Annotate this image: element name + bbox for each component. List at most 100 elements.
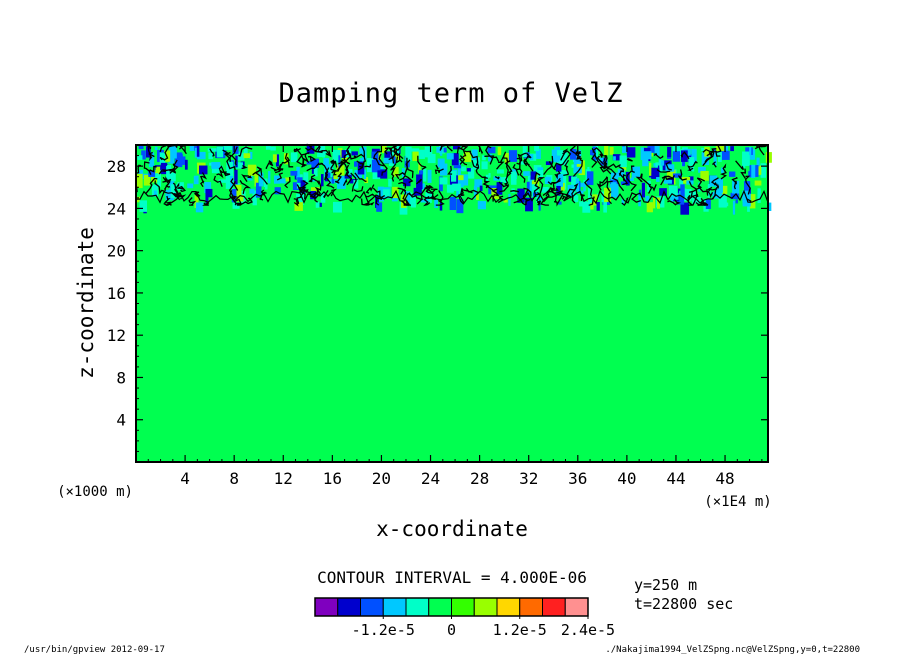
contour-line xyxy=(553,150,572,169)
field-blob xyxy=(268,171,271,184)
field-blob xyxy=(544,176,552,185)
field-blob xyxy=(756,157,760,167)
contour-line xyxy=(256,166,263,176)
contour-line xyxy=(731,176,738,190)
contour-line xyxy=(420,186,428,201)
field-blob xyxy=(170,184,177,198)
field-blob xyxy=(376,202,383,212)
contour-line xyxy=(565,182,579,199)
field-blob xyxy=(306,161,315,165)
field-blob xyxy=(563,171,568,176)
contour-line xyxy=(706,186,718,191)
field-blob xyxy=(592,146,596,161)
contour-line-lower-edge xyxy=(135,189,769,205)
colorbar-tick-label: -1.2e-5 xyxy=(352,621,415,639)
contour-line xyxy=(599,176,608,188)
field-blob xyxy=(364,169,367,180)
field-blob xyxy=(641,182,645,198)
field-blob xyxy=(688,157,695,172)
field-blob xyxy=(405,146,412,162)
field-blob xyxy=(493,176,501,181)
field-blob xyxy=(137,155,143,160)
field-blob xyxy=(587,166,590,172)
field-blob xyxy=(232,202,240,209)
field-blob xyxy=(204,181,212,194)
contour-line xyxy=(276,172,283,181)
field-blob xyxy=(354,161,358,167)
field-blob xyxy=(721,150,730,160)
field-blob xyxy=(427,169,432,183)
field-blob xyxy=(306,145,315,154)
contour-line xyxy=(320,162,329,181)
contour-line xyxy=(390,163,397,182)
field-blob xyxy=(439,152,443,156)
contour-line xyxy=(284,152,294,168)
contour-line xyxy=(148,151,155,158)
field-blob xyxy=(529,177,532,192)
field-blob xyxy=(410,195,416,208)
field-blob xyxy=(187,183,194,189)
contour-line xyxy=(563,159,570,177)
contour-line xyxy=(584,178,593,197)
field-blob xyxy=(265,185,268,190)
y-tick-label: 28 xyxy=(107,157,126,176)
contour-line xyxy=(667,198,681,206)
contour-line xyxy=(402,188,410,206)
field-blob xyxy=(496,169,504,174)
field-blob xyxy=(643,151,652,160)
contour-line xyxy=(665,161,672,171)
contour-line xyxy=(560,148,569,161)
contour-line xyxy=(342,178,348,186)
field-blob xyxy=(732,180,740,194)
contour-line xyxy=(238,146,253,157)
field-blob xyxy=(136,173,143,189)
contour-line xyxy=(341,159,351,165)
contour-line xyxy=(494,176,500,180)
contour-line xyxy=(540,193,550,206)
contour-line xyxy=(270,163,282,172)
field-blob xyxy=(537,170,543,179)
field-blob xyxy=(137,169,144,175)
contour-line xyxy=(497,195,505,204)
field-blob xyxy=(590,149,594,156)
field-blob xyxy=(631,166,641,178)
field-blob xyxy=(704,146,710,157)
field-blob xyxy=(193,175,199,185)
field-blob xyxy=(178,154,183,163)
contour-line xyxy=(228,180,239,206)
contour-line xyxy=(177,143,188,155)
contour-line xyxy=(435,164,439,170)
x-tick-label: 36 xyxy=(568,469,587,488)
contour-line xyxy=(621,196,629,207)
field-blob xyxy=(508,193,511,206)
contour-line xyxy=(640,173,653,194)
field-blob xyxy=(660,160,665,166)
contour-line xyxy=(304,145,321,153)
field-blob xyxy=(497,146,502,156)
field-blob xyxy=(338,155,341,169)
field-blob xyxy=(468,167,475,179)
contour-line xyxy=(516,168,526,183)
field-blob xyxy=(401,168,405,178)
field-blob xyxy=(225,174,234,189)
field-blob xyxy=(663,179,672,184)
contour-line xyxy=(423,196,431,207)
field-blob xyxy=(423,168,427,182)
contour-line xyxy=(596,176,608,191)
field-blob xyxy=(551,149,560,163)
field-blob xyxy=(556,185,561,196)
contour-line xyxy=(360,198,375,206)
field-blob xyxy=(207,148,217,152)
field-blob xyxy=(541,186,549,193)
field-blob xyxy=(609,184,619,198)
field-blob xyxy=(351,151,358,156)
field-blob xyxy=(277,178,286,184)
contour-line xyxy=(714,144,722,157)
x-tick-label: 12 xyxy=(274,469,293,488)
field-blob xyxy=(236,152,245,161)
contour-line xyxy=(552,177,561,190)
colorbar-tick-labels: -1.2e-5 0 1.2e-5 2.4e-5 xyxy=(352,616,615,639)
contour-line xyxy=(592,147,604,158)
field-blob xyxy=(359,147,363,154)
field-blob xyxy=(196,145,200,157)
